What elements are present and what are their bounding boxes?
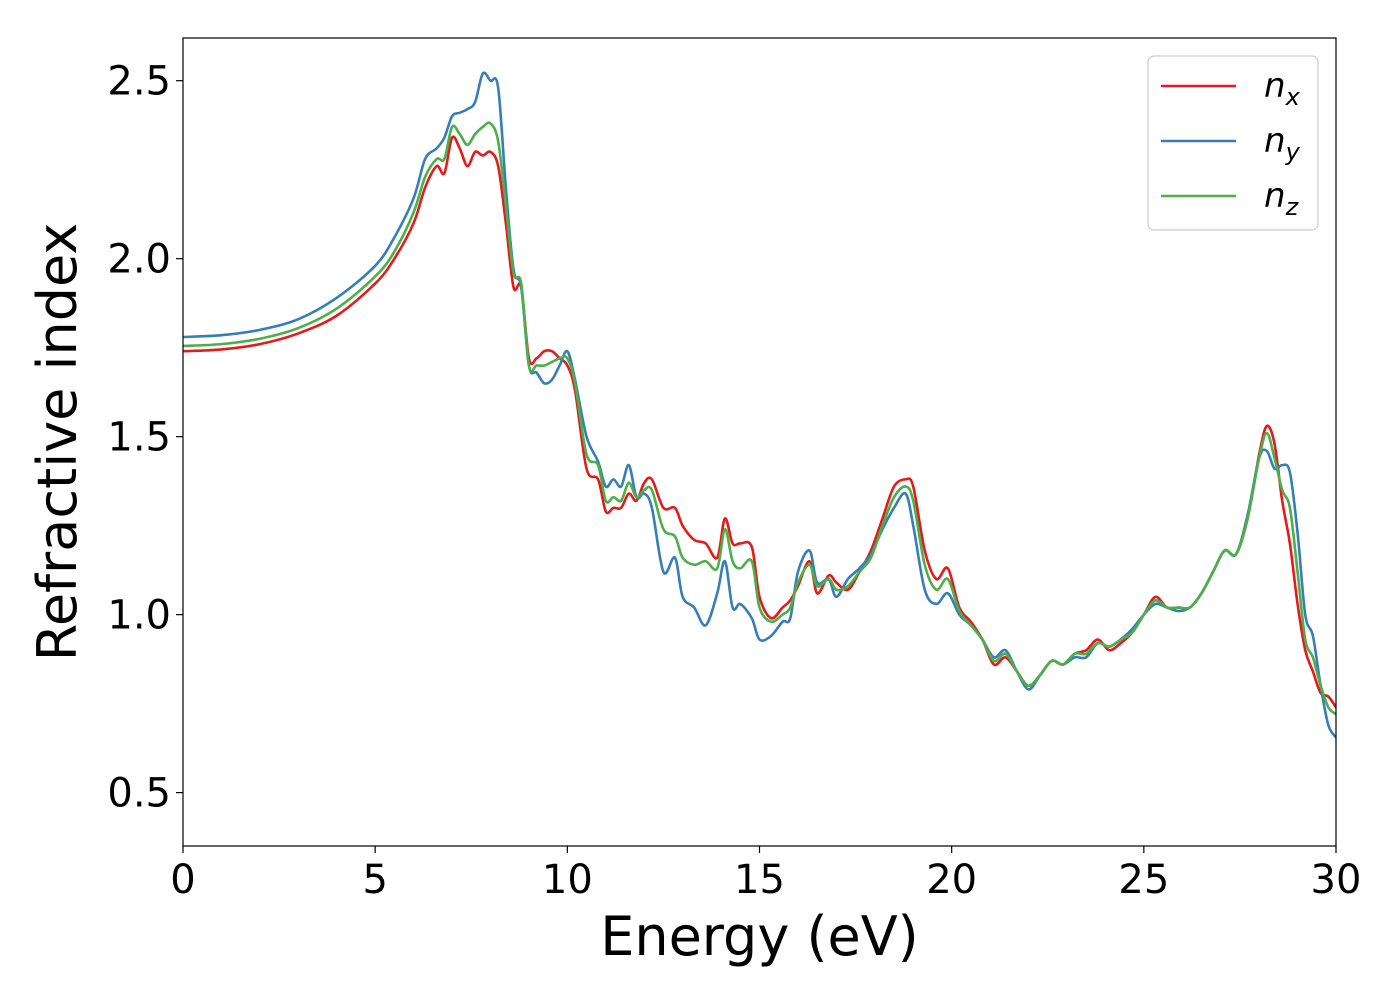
series-line-y bbox=[183, 71, 1336, 739]
legend-label-main: n bbox=[1264, 176, 1286, 216]
legend-label-subscript: y bbox=[1285, 138, 1301, 166]
x-tick-label: 10 bbox=[542, 857, 593, 903]
y-axis-title: Refractive index bbox=[26, 223, 89, 662]
x-tick-label: 25 bbox=[1118, 857, 1169, 903]
y-tick-label: 0.5 bbox=[107, 771, 171, 817]
legend-box bbox=[1147, 55, 1319, 231]
legend-label-subscript: x bbox=[1285, 83, 1301, 111]
y-tick-label: 2.5 bbox=[107, 59, 171, 105]
legend-label-y: ny bbox=[1264, 121, 1301, 166]
x-tick-label: 5 bbox=[362, 857, 387, 903]
legend-label-subscript: z bbox=[1285, 193, 1300, 221]
series-line-z bbox=[183, 121, 1336, 716]
x-tick-label: 20 bbox=[926, 857, 977, 903]
series-layer bbox=[183, 71, 1336, 739]
x-tick-label: 0 bbox=[170, 857, 195, 903]
legend-label-z: nz bbox=[1264, 176, 1300, 221]
legend-label-x: nx bbox=[1264, 66, 1301, 111]
x-tick-label: 30 bbox=[1311, 857, 1362, 903]
legend-label-main: n bbox=[1264, 121, 1286, 161]
y-tick-label: 1.5 bbox=[107, 415, 171, 461]
x-tick-label: 15 bbox=[734, 857, 785, 903]
legend-label-main: n bbox=[1264, 66, 1286, 106]
y-tick-label: 2.0 bbox=[107, 237, 171, 283]
x-axis-title: Energy (eV) bbox=[600, 905, 919, 968]
y-tick-label: 1.0 bbox=[107, 593, 171, 639]
axes-layer: 0 5 10 15 20 25 30 0.5 1.0 1.5 2.0 2.5 Energy (eV) Re… bbox=[26, 37, 1362, 968]
